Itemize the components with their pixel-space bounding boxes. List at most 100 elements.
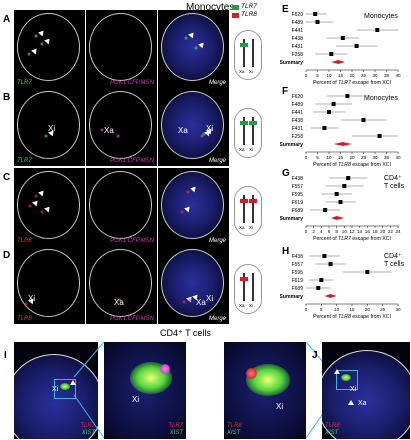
tlr7-legend-swatch — [232, 5, 239, 10]
xi-label: Xi — [350, 386, 357, 393]
fish-signal — [184, 36, 188, 40]
data-point — [327, 110, 331, 114]
cell-outline — [161, 91, 224, 159]
control-probe-label: PGK1.CFP.MSN — [110, 238, 154, 244]
micro-panel-b-2: Xa PGK1.CFP.MSN — [86, 88, 157, 166]
sample-label: F431 — [292, 126, 304, 132]
data-point — [338, 200, 343, 204]
micro-panel-c-1: TLR8 — [14, 168, 85, 246]
xi-label-zoom: Xi — [132, 395, 140, 404]
gene-locus-mark — [240, 43, 248, 47]
sample-label: F689 — [292, 286, 304, 292]
micro-panel-a-3: Merge — [158, 10, 229, 88]
monocytes-header: Monocytes — [186, 2, 235, 13]
gene-locus-mark — [249, 121, 257, 125]
x-tick-label: 30 — [395, 307, 401, 312]
data-point — [377, 134, 382, 138]
xa-label: Xa — [104, 126, 114, 135]
sample-label: F438 — [292, 176, 304, 182]
x-tick-label: 2 — [312, 229, 315, 234]
x-tick-label: 15 — [338, 155, 344, 160]
fish-signal — [34, 34, 38, 38]
x-tick-label: 25 — [361, 155, 367, 160]
data-point — [322, 126, 327, 130]
panel-label-a: A — [3, 14, 11, 25]
micro-panel-d-1: Xi TLR8 — [14, 246, 85, 324]
sample-label: F438 — [292, 254, 304, 260]
xi-label: Xi — [48, 124, 56, 133]
fish-signal — [40, 42, 44, 46]
cell-outline — [89, 91, 152, 159]
sample-label: F441 — [292, 28, 304, 34]
xist-label-zoom: XIST — [169, 430, 183, 436]
x-tick-label: 0 — [305, 307, 308, 312]
xi-chromosome — [252, 117, 254, 145]
data-point — [329, 52, 334, 56]
fish-signal — [188, 298, 192, 302]
merge-label: Merge — [208, 158, 226, 164]
sample-label: F689 — [292, 208, 304, 214]
chart-title-line2: T cells — [384, 183, 405, 190]
xi-diagram-label: Xi — [249, 147, 254, 152]
cell-outline — [89, 171, 152, 239]
tlr7-legend-label: TLR7 — [241, 3, 257, 10]
x-chromosome-diagram: Xa Xi — [234, 264, 262, 314]
fish-signal — [44, 134, 48, 138]
sample-label: F619 — [292, 278, 304, 284]
sample-label: F489 — [292, 102, 304, 108]
data-point — [322, 254, 327, 258]
tlr7-label: TLR7 — [80, 423, 95, 429]
cell-nucleus — [14, 354, 98, 439]
cd4-header: CD4⁺ T cells — [160, 328, 211, 338]
xi-diagram-label: Xi — [249, 303, 254, 308]
xi-chromosome — [252, 39, 254, 67]
chart-title-line1: CD4⁺ — [384, 253, 402, 260]
x-chromosome-diagram: Xa Xi — [234, 108, 262, 158]
xa-diagram-label: Xa — [239, 69, 245, 74]
sample-label: F258 — [292, 134, 304, 140]
data-point — [319, 278, 324, 282]
fish-signal — [40, 210, 44, 214]
sample-label: F595 — [292, 270, 304, 276]
cell-outline — [161, 171, 224, 239]
micro-panel-c-3: Merge — [158, 168, 229, 246]
x-chromosome-diagram: Xa Xi — [234, 186, 262, 236]
gene-locus-mark — [240, 121, 248, 125]
cell-outline — [161, 13, 224, 81]
x-tick-label: 12 — [349, 229, 355, 234]
x-tick-label: 30 — [372, 73, 378, 78]
x-tick-label: 0 — [305, 155, 308, 160]
x-tick-label: 25 — [380, 307, 386, 312]
x-tick-label: 20 — [349, 73, 355, 78]
tlr8-legend-label: TLR8 — [241, 11, 257, 18]
gene-label: TLR7 — [17, 158, 32, 164]
x-tick-label: 16 — [365, 229, 371, 234]
sample-label: F438 — [292, 118, 304, 124]
sample-label: F620 — [292, 12, 304, 18]
sample-label: F619 — [292, 200, 304, 206]
summary-label: Summary — [280, 294, 303, 300]
cell-outline — [89, 13, 152, 81]
panel-label-b: B — [3, 92, 11, 103]
x-tick-label: 40 — [395, 155, 401, 160]
escape-charts: EMonocytesF620F489F441F438F431F258Summar… — [280, 4, 405, 320]
data-point — [361, 118, 366, 122]
x-tick-label: 20 — [349, 155, 355, 160]
panel-label-h: H — [282, 246, 289, 257]
x-tick-label: 10 — [326, 73, 332, 78]
fish-signal — [194, 46, 198, 50]
x-tick-label: 6 — [328, 229, 331, 234]
sample-label: F595 — [292, 192, 304, 198]
x-tick-label: 35 — [384, 155, 390, 160]
data-point — [342, 184, 347, 188]
fish-signal — [182, 300, 186, 304]
x-tick-label: 0 — [305, 229, 308, 234]
gene-locus-mark — [240, 199, 248, 203]
panel-j-zoom: Xi TLR8 XIST — [224, 342, 306, 439]
xist-label-zoom: XIST — [227, 430, 241, 436]
panel-i-zoom: Xi TLR7 XIST — [104, 342, 186, 439]
micro-panel-d-3: Xi Xa Merge — [158, 246, 229, 324]
x-axis-label: Percent of TLR8 escape from XCI — [313, 314, 391, 320]
data-point — [323, 208, 328, 212]
summary-diamond — [333, 142, 352, 146]
